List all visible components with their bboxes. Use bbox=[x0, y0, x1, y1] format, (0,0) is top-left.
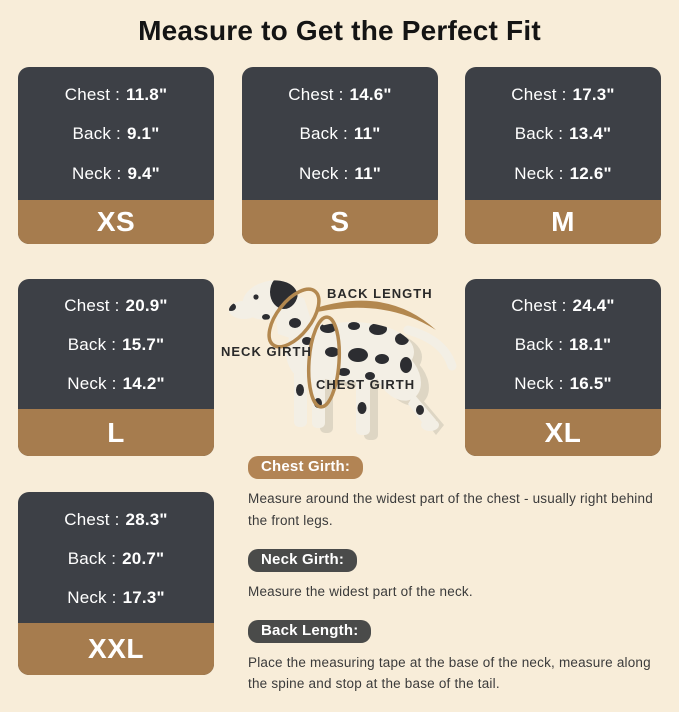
back-value: 18.1" bbox=[569, 334, 612, 354]
chest-girth-label: CHEST GIRTH bbox=[316, 377, 416, 392]
size-badge: XS bbox=[18, 200, 214, 244]
size-badge: L bbox=[18, 409, 214, 456]
chest-label: Chest : bbox=[64, 296, 120, 316]
neck-label: Neck : bbox=[298, 164, 349, 184]
back-label: Back : bbox=[514, 124, 564, 144]
neck-girth-section: Neck Girth: Measure the widest part of t… bbox=[248, 548, 672, 603]
measurement-row: Chest :24.4" bbox=[511, 296, 614, 316]
measurement-row: Back :18.1" bbox=[515, 335, 612, 355]
size-card-measurements: Chest :24.4" Back :18.1" Neck :16.5" bbox=[465, 279, 661, 409]
neck-label: Neck : bbox=[514, 164, 564, 184]
measurement-row: Neck :12.6" bbox=[514, 164, 612, 184]
back-label: Back : bbox=[72, 124, 121, 144]
back-label: Back : bbox=[299, 124, 348, 144]
chest-value: 28.3" bbox=[125, 509, 168, 529]
measuring-bands bbox=[267, 287, 436, 409]
size-card-measurements: Chest :17.3" Back :13.4" Neck :12.6" bbox=[465, 67, 661, 200]
back-label: Back : bbox=[514, 334, 564, 354]
dog-measurement-diagram bbox=[220, 260, 464, 450]
dalmatian-illustration bbox=[229, 275, 457, 440]
chest-girth-description: Measure around the widest part of the ch… bbox=[248, 491, 653, 528]
chest-value: 14.6" bbox=[349, 84, 392, 104]
measurement-row: Chest :20.9" bbox=[64, 296, 167, 316]
chest-girth-heading: Chest Girth: bbox=[248, 456, 364, 479]
measurement-row: Chest :11.8" bbox=[65, 85, 167, 105]
back-value: 15.7" bbox=[122, 334, 165, 354]
neck-value: 9.4" bbox=[127, 164, 160, 184]
size-badge: XXL bbox=[18, 623, 214, 675]
measuring-instructions: Chest Girth: Measure around the widest p… bbox=[248, 456, 672, 712]
size-card-l: Chest :20.9" Back :15.7" Neck :14.2" L bbox=[18, 279, 214, 456]
chest-value: 20.9" bbox=[125, 296, 168, 316]
chest-label: Chest : bbox=[288, 84, 344, 104]
measurement-row: Chest :17.3" bbox=[511, 85, 614, 105]
neck-value: 12.6" bbox=[569, 164, 612, 184]
back-value: 13.4" bbox=[569, 124, 612, 144]
size-badge: M bbox=[465, 200, 661, 244]
chest-label: Chest : bbox=[511, 296, 567, 316]
neck-value: 14.2" bbox=[122, 373, 165, 393]
page-title: Measure to Get the Perfect Fit bbox=[138, 15, 541, 46]
back-label: Back : bbox=[67, 334, 117, 354]
size-card-m: Chest :17.3" Back :13.4" Neck :12.6" M bbox=[465, 67, 661, 244]
back-value: 9.1" bbox=[126, 124, 160, 144]
chest-value: 11.8" bbox=[126, 84, 168, 104]
back-label: Back : bbox=[67, 548, 117, 568]
chest-label: Chest : bbox=[511, 84, 567, 104]
measurement-row: Neck :14.2" bbox=[67, 374, 165, 394]
neck-label: Neck : bbox=[67, 373, 117, 393]
size-card-xxl: Chest :28.3" Back :20.7" Neck :17.3" XXL bbox=[18, 492, 214, 675]
size-badge: S bbox=[242, 200, 438, 244]
neck-girth-heading: Neck Girth: bbox=[248, 548, 358, 572]
neck-girth-label: NECK GIRTH bbox=[221, 344, 312, 359]
measurement-row: Neck :11" bbox=[299, 164, 381, 184]
back-length-section: Back Length: Place the measuring tape at… bbox=[248, 619, 672, 696]
measurement-row: Neck :9.4" bbox=[72, 164, 160, 184]
chest-girth-section: Chest Girth: Measure around the widest p… bbox=[248, 456, 672, 532]
size-card-measurements: Chest :20.9" Back :15.7" Neck :14.2" bbox=[18, 279, 214, 409]
neck-label: Neck : bbox=[67, 587, 117, 607]
neck-label: Neck : bbox=[72, 164, 122, 184]
measurement-row: Back :9.1" bbox=[73, 124, 160, 144]
chest-label: Chest : bbox=[64, 84, 121, 104]
neck-value: 16.5" bbox=[569, 373, 612, 393]
measurement-row: Back :15.7" bbox=[68, 335, 165, 355]
chest-value: 24.4" bbox=[572, 296, 615, 316]
size-badge: XL bbox=[465, 409, 661, 456]
neck-value: 17.3" bbox=[122, 587, 165, 607]
measurement-row: Back :20.7" bbox=[68, 549, 165, 569]
size-card-measurements: Chest :14.6" Back :11" Neck :11" bbox=[242, 67, 438, 200]
measurement-row: Back :11" bbox=[299, 124, 380, 144]
neck-value: 11" bbox=[354, 164, 382, 184]
size-card-xs: Chest :11.8" Back :9.1" Neck :9.4" XS bbox=[18, 67, 214, 244]
size-card-xl: Chest :24.4" Back :18.1" Neck :16.5" XL bbox=[465, 279, 661, 456]
size-card-measurements: Chest :28.3" Back :20.7" Neck :17.3" bbox=[18, 492, 214, 623]
neck-label: Neck : bbox=[514, 373, 564, 393]
measurement-row: Chest :28.3" bbox=[64, 510, 167, 530]
measurement-row: Chest :14.6" bbox=[288, 85, 391, 105]
measurement-row: Neck :17.3" bbox=[67, 588, 165, 608]
measurement-row: Back :13.4" bbox=[515, 124, 612, 144]
size-card-measurements: Chest :11.8" Back :9.1" Neck :9.4" bbox=[18, 67, 214, 200]
size-card-s: Chest :14.6" Back :11" Neck :11" S bbox=[242, 67, 438, 244]
neck-girth-description: Measure the widest part of the neck. bbox=[248, 583, 473, 599]
back-length-description: Place the measuring tape at the base of … bbox=[248, 654, 651, 692]
chest-value: 17.3" bbox=[572, 84, 615, 104]
back-value: 20.7" bbox=[122, 548, 165, 568]
measurement-row: Neck :16.5" bbox=[514, 374, 612, 394]
chest-label: Chest : bbox=[64, 509, 120, 529]
back-length-heading: Back Length: bbox=[248, 619, 372, 643]
back-length-label: BACK LENGTH bbox=[327, 286, 433, 301]
back-value: 11" bbox=[353, 124, 381, 144]
